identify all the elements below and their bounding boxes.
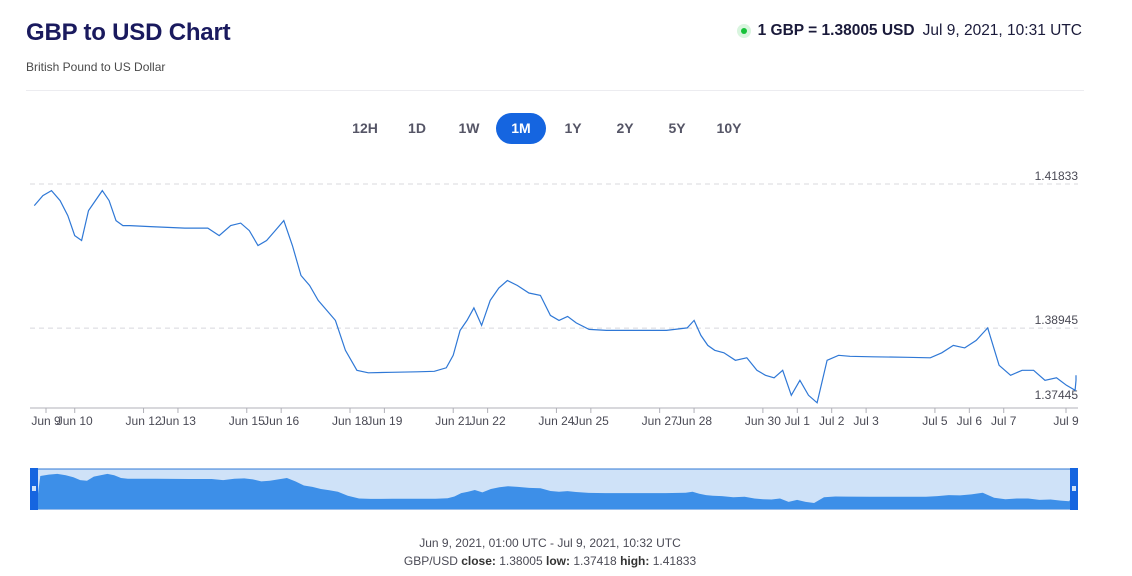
x-tick-label: Jun 30 [745,414,781,428]
x-tick-label: Jun 13 [160,414,196,428]
range-button-1w[interactable]: 1W [458,120,480,136]
page-title: GBP to USD Chart [26,19,231,46]
x-tick-label: Jul 3 [853,414,879,428]
x-tick-label: Jun 10 [57,414,93,428]
x-tick-label: Jun 21 [435,414,471,428]
y-tick-label: 1.37445 [1035,388,1079,402]
x-tick-label: Jun 15 [229,414,265,428]
x-tick-label: Jul 6 [957,414,983,428]
x-tick-label: Jun 16 [263,414,299,428]
rate-value: 1 GBP = 1.38005 USD [757,22,915,39]
x-tick-label: Jul 9 [1053,414,1079,428]
rate-timestamp: Jul 9, 2021, 10:31 UTC [922,22,1082,39]
range-button-1m[interactable]: 1M [496,113,546,144]
range-button-2y[interactable]: 2Y [616,120,634,136]
live-dot-icon [736,24,751,38]
x-tick-label: Jul 1 [785,414,811,428]
footer-close-value: 1.38005 [499,554,543,568]
footer-high-label: high: [620,554,650,568]
footer-close-label: close: [461,554,496,568]
navigator-right-grip [1072,486,1076,491]
x-tick-label: Jun 18 [332,414,368,428]
footer-summary: GBP/USD close: 1.38005 low: 1.37418 high… [0,554,1100,568]
grid-lines [30,183,1078,329]
header-divider [26,90,1084,91]
time-range-selector: 12H 1D 1W 1M 1Y 2Y 5Y 10Y [340,113,756,144]
live-rate: 1 GBP = 1.38005 USD Jul 9, 2021, 10:31 U… [736,22,1082,40]
x-tick-label: Jul 5 [922,414,948,428]
footer-period: Jun 9, 2021, 01:00 UTC - Jul 9, 2021, 10… [419,536,681,550]
navigator-left-grip [32,486,36,491]
x-tick-label: Jun 24 [538,414,574,428]
range-button-10y[interactable]: 10Y [716,120,742,136]
range-button-5y[interactable]: 5Y [668,120,686,136]
y-tick-label: 1.38945 [1035,313,1079,327]
price-line-series [33,189,1077,404]
navigator-area [36,473,1072,509]
x-axis-ticks [45,408,1067,413]
footer-low-label: low: [545,554,570,568]
footer-high-value: 1.41833 [652,554,697,568]
x-tick-label: Jun 25 [573,414,609,428]
x-tick-label: Jul 2 [819,414,845,428]
footer-pair: GBP/USD [403,554,458,568]
range-button-12h[interactable]: 12H [352,120,378,136]
x-tick-label: Jul 7 [991,414,1017,428]
x-tick-label: Jun 19 [366,414,402,428]
range-button-1d[interactable]: 1D [408,120,426,136]
x-tick-label: Jun 27 [642,414,678,428]
x-tick-label: Jun 9 [31,414,61,428]
range-navigator[interactable] [30,468,1078,510]
x-tick-label: Jun 12 [126,414,162,428]
page-subtitle: British Pound to US Dollar [26,60,166,74]
range-button-1y[interactable]: 1Y [564,120,582,136]
y-tick-label: 1.41833 [1035,169,1079,183]
footer-low-value: 1.37418 [573,554,617,568]
x-tick-label: Jun 28 [676,414,712,428]
x-tick-label: Jun 22 [470,414,506,428]
y-axis-labels: 1.41833 1.38945 1.37445 [1035,169,1079,402]
